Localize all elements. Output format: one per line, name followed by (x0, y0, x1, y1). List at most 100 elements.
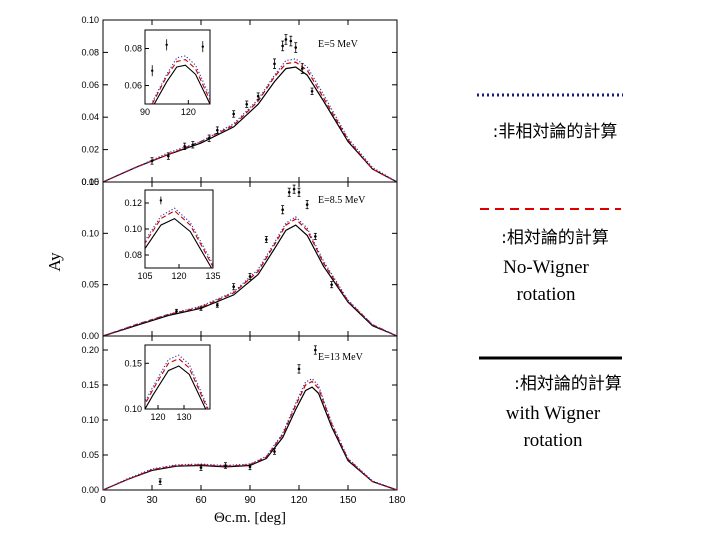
curve-solid (102, 224, 398, 337)
inset-y-tick-label: 0.06 (124, 81, 142, 91)
panel-3: 0.00 0.05 0.10 0.15 0.20 0 30 60 90 120 150 180 E=13… (81, 335, 406, 506)
data-point (183, 145, 186, 148)
y-tick-label: 0.05 (81, 450, 99, 460)
data-point (289, 39, 293, 43)
inset-y-tick-label: 0.15 (124, 358, 142, 368)
inset-frame (144, 344, 211, 410)
data-point (150, 159, 154, 163)
data-point (300, 67, 304, 70)
data-point (281, 44, 284, 48)
data-point (314, 348, 317, 352)
y-tick-label: 0.02 (81, 145, 99, 155)
legend-label-no-wigner: No-Wigner (503, 257, 589, 278)
curve-dotted (102, 58, 398, 183)
x-tick-label: 0 (100, 495, 106, 506)
data-point (216, 303, 219, 307)
data-point (232, 112, 235, 116)
panel-2: 0.00 0.05 0.10 0.15 E=8.5 MeV 0.08 0.10 0.12 105… (81, 177, 398, 341)
y-tick-label: 0.10 (81, 15, 99, 25)
data-point (199, 466, 203, 469)
y-tick-label: 0.15 (81, 177, 99, 187)
legend-label-nonrelativistic: :非相対論的計算 (492, 122, 618, 142)
inset-x-tick-label: 90 (140, 107, 150, 117)
y-tick-label: 0.00 (81, 485, 99, 495)
inset-x-tick-label: 105 (137, 271, 152, 281)
data-point (175, 310, 178, 313)
inset-curve-dashed (145, 210, 213, 268)
data-point (265, 238, 268, 241)
y-tick-label: 0.06 (81, 80, 99, 90)
data-point (199, 306, 203, 310)
data-point (256, 94, 260, 98)
inset-curve-dashed (151, 59, 210, 104)
energy-label: E=8.5 MeV (318, 195, 366, 206)
inset-frame (144, 189, 214, 269)
data-point (232, 285, 235, 289)
ay-figure: 0.00 0.02 0.04 0.06 0.08 0.10 E=5 MeV 0.06 0.08 9… (45, 15, 406, 526)
energy-label: E=13 MeV (318, 352, 364, 363)
data-point (330, 283, 333, 286)
legend-label-rotation-2: rotation (523, 430, 583, 451)
y-tick-label: 0.05 (81, 280, 99, 290)
inset-y-tick-label: 0.10 (124, 404, 142, 414)
data-point (273, 450, 276, 453)
data-point (305, 203, 309, 206)
inset-curve-solid (145, 217, 213, 268)
data-point (310, 89, 314, 93)
data-point (287, 190, 291, 194)
legend-label-relativistic-2: :相対論的計算 (514, 374, 622, 394)
inset-data-point (151, 69, 154, 72)
inset-x-tick-label: 135 (205, 271, 220, 281)
x-tick-label: 120 (291, 495, 308, 506)
inset-data-point (201, 45, 204, 48)
inset-x-tick-label: 120 (181, 107, 196, 117)
inset-y-tick-label: 0.12 (124, 198, 142, 208)
data-point (224, 464, 227, 467)
legend-line-no-wigner (480, 208, 621, 210)
curve-solid (102, 386, 398, 491)
y-tick-label: 0.10 (81, 415, 99, 425)
energy-label: E=5 MeV (318, 39, 359, 50)
curve-dashed (102, 61, 398, 183)
inset-x-tick-label: 120 (171, 271, 186, 281)
x-tick-label: 90 (244, 495, 256, 506)
curve-dotted (102, 377, 398, 491)
data-point (294, 46, 298, 49)
inset-curve-solid (153, 64, 210, 104)
data-point (314, 235, 317, 238)
legend-label-rotation-1: rotation (516, 284, 576, 305)
x-tick-label: 180 (389, 495, 406, 506)
x-axis-label: Θc.m. [deg] (214, 510, 286, 526)
panel-1: 0.00 0.02 0.04 0.06 0.08 0.10 E=5 MeV 0.06 0.08 9… (81, 15, 398, 187)
data-point (273, 62, 276, 66)
data-point (207, 136, 211, 140)
data-point (245, 102, 249, 106)
y-axis-label: Ay (45, 252, 64, 272)
data-point (158, 480, 162, 483)
legend-line-with-wigner (479, 356, 622, 360)
legend-label-relativistic-1: :相対論的計算 (501, 228, 609, 248)
data-point (297, 367, 301, 371)
inset-y-tick-label: 0.08 (124, 44, 142, 54)
data-point (248, 465, 252, 469)
inset-x-tick-label: 120 (150, 412, 165, 422)
inset-y-tick-label: 0.10 (124, 224, 142, 234)
curve-dotted (102, 216, 398, 337)
data-point (284, 38, 288, 41)
data-point (281, 208, 284, 212)
y-tick-label: 0.00 (81, 331, 99, 341)
y-tick-label: 0.04 (81, 112, 99, 122)
data-point (292, 187, 296, 191)
data-point (167, 154, 170, 158)
x-tick-label: 60 (195, 495, 207, 506)
data-point (216, 128, 219, 132)
y-tick-label: 0.00 (81, 177, 99, 187)
y-tick-label: 0.08 (81, 47, 99, 57)
inset-data-point (159, 199, 163, 202)
inset-data-point (165, 43, 168, 46)
legend-line-nonrelativistic (477, 93, 623, 97)
y-tick-label: 0.15 (81, 380, 99, 390)
data-point (248, 275, 252, 278)
inset-y-tick-label: 0.08 (124, 250, 142, 260)
legend-label-with-wigner: with Wigner (505, 403, 601, 424)
